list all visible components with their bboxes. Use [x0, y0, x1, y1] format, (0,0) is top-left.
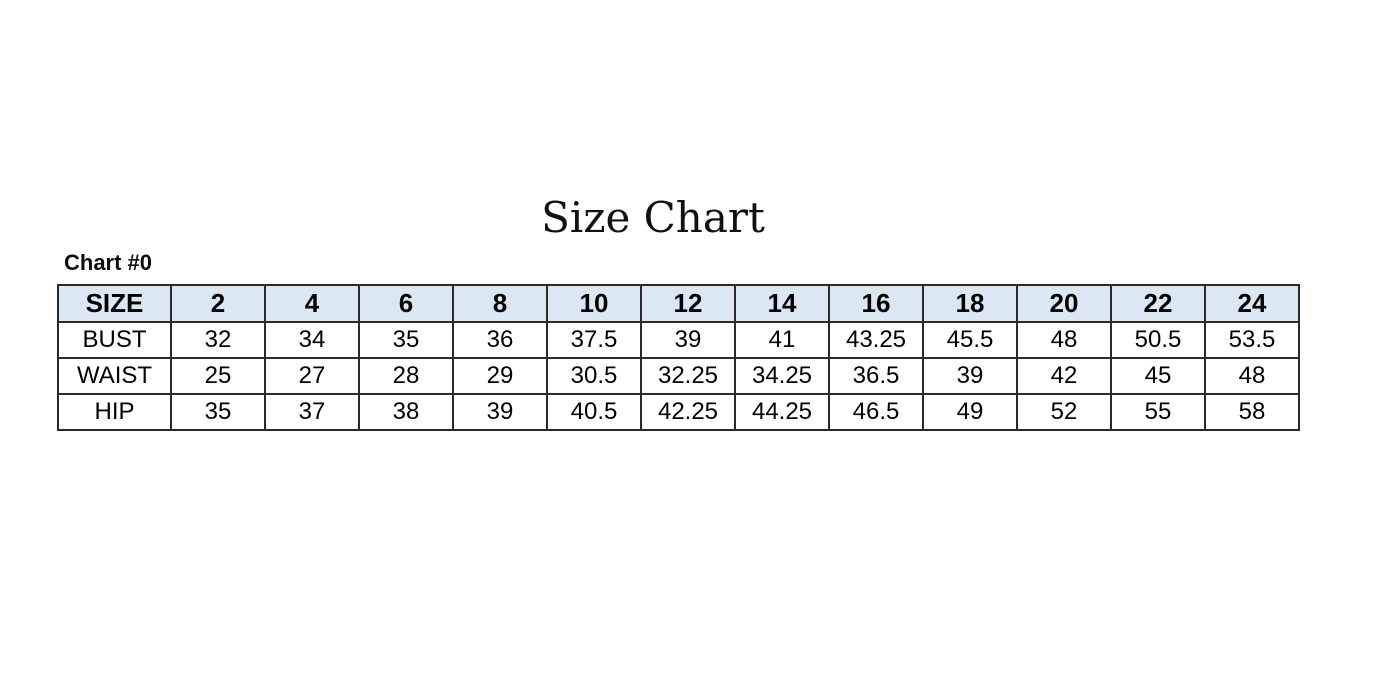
- table-cell: 40.5: [546, 393, 642, 431]
- table-cell: 41: [734, 321, 830, 359]
- table-cell: 39: [640, 321, 736, 359]
- table-row-waist: WAIST 25 27 28 29 30.5 32.25 34.25 36.5 …: [57, 357, 1300, 395]
- row-label: HIP: [57, 393, 172, 431]
- table-cell: 30.5: [546, 357, 642, 395]
- page-title: Size Chart: [541, 193, 765, 242]
- table-cell: 37: [264, 393, 360, 431]
- table-cell: 48: [1204, 357, 1300, 395]
- table-cell: 44.25: [734, 393, 830, 431]
- table-cell: 35: [358, 321, 454, 359]
- table-cell: 45.5: [922, 321, 1018, 359]
- table-row-bust: BUST 32 34 35 36 37.5 39 41 43.25 45.5 4…: [57, 321, 1300, 359]
- table-cell: 45: [1110, 357, 1206, 395]
- header-cell: 12: [640, 284, 736, 323]
- header-cell: 8: [452, 284, 548, 323]
- header-cell: 20: [1016, 284, 1112, 323]
- header-cell: 22: [1110, 284, 1206, 323]
- table-cell: 29: [452, 357, 548, 395]
- table-cell: 42: [1016, 357, 1112, 395]
- table-cell: 48: [1016, 321, 1112, 359]
- chart-label: Chart #0: [64, 250, 153, 275]
- header-cell-size: SIZE: [57, 284, 172, 323]
- table-cell: 39: [452, 393, 548, 431]
- table-header-row: SIZE 2 4 6 8 10 12 14 16 18 20 22 24: [57, 284, 1300, 323]
- header-cell: 4: [264, 284, 360, 323]
- header-cell: 16: [828, 284, 924, 323]
- table-cell: 52: [1016, 393, 1112, 431]
- table-cell: 32: [170, 321, 266, 359]
- table-cell: 27: [264, 357, 360, 395]
- header-cell: 6: [358, 284, 454, 323]
- header-cell: 14: [734, 284, 830, 323]
- table-cell: 55: [1110, 393, 1206, 431]
- row-label: WAIST: [57, 357, 172, 395]
- table-cell: 36.5: [828, 357, 924, 395]
- table-cell: 53.5: [1204, 321, 1300, 359]
- table-cell: 35: [170, 393, 266, 431]
- size-chart-table: SIZE 2 4 6 8 10 12 14 16 18 20 22 24 BUS…: [57, 284, 1300, 431]
- table-cell: 46.5: [828, 393, 924, 431]
- header-cell: 10: [546, 284, 642, 323]
- table-cell: 39: [922, 357, 1018, 395]
- table-cell: 25: [170, 357, 266, 395]
- table-cell: 38: [358, 393, 454, 431]
- table-row-hip: HIP 35 37 38 39 40.5 42.25 44.25 46.5 49…: [57, 393, 1300, 431]
- table-cell: 34.25: [734, 357, 830, 395]
- table-cell: 37.5: [546, 321, 642, 359]
- header-cell: 2: [170, 284, 266, 323]
- table-cell: 49: [922, 393, 1018, 431]
- table-cell: 28: [358, 357, 454, 395]
- table-cell: 43.25: [828, 321, 924, 359]
- row-label: BUST: [57, 321, 172, 359]
- table-cell: 36: [452, 321, 548, 359]
- table-cell: 34: [264, 321, 360, 359]
- table-cell: 32.25: [640, 357, 736, 395]
- table-cell: 42.25: [640, 393, 736, 431]
- header-cell: 24: [1204, 284, 1300, 323]
- header-cell: 18: [922, 284, 1018, 323]
- table-cell: 50.5: [1110, 321, 1206, 359]
- table-cell: 58: [1204, 393, 1300, 431]
